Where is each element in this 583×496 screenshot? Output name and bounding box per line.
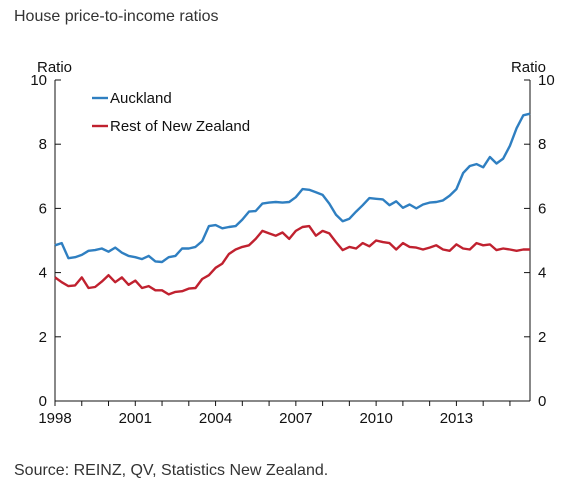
chart-title: House price-to-income ratios xyxy=(14,8,219,25)
x-tick-label: 2013 xyxy=(440,410,473,427)
y-tick-label-left: 4 xyxy=(39,265,47,282)
series-line-auckland xyxy=(54,112,531,264)
y-axis-title-left: Ratio xyxy=(37,59,72,76)
line-chart: 0 0 2 2 4 4 6 6 8 8 10 10 1998 2001 2004 2007 2010 2013 Ra… xyxy=(30,59,554,427)
y-tick-label-right: 10 xyxy=(538,72,555,89)
source-note: Source: REINZ, QV, Statistics New Zealan… xyxy=(14,462,329,479)
series-layer xyxy=(54,112,531,296)
y-tick-label-left: 8 xyxy=(39,136,47,153)
y-tick-label-right: 2 xyxy=(538,329,546,346)
legend-label-auckland: Auckland xyxy=(110,90,172,107)
y-tick-label-left: 10 xyxy=(30,72,47,89)
x-tick-label: 2007 xyxy=(279,410,312,427)
axes: 0 0 2 2 4 4 6 6 8 8 10 10 1998 2001 2004 2007 2010 2013 Ra… xyxy=(30,59,554,427)
legend-label-rest-of-nz: Rest of New Zealand xyxy=(110,118,250,135)
x-tick-label: 2001 xyxy=(119,410,152,427)
y-tick-label-right: 4 xyxy=(538,265,546,282)
legend: Auckland Rest of New Zealand xyxy=(92,90,250,135)
x-tick-label: 2004 xyxy=(199,410,232,427)
series-line-rest-of-nz xyxy=(54,224,530,296)
y-tick-label-right: 0 xyxy=(538,393,546,410)
y-tick-label-left: 2 xyxy=(39,329,47,346)
y-tick-label-left: 0 xyxy=(39,393,47,410)
x-tick-label: 2010 xyxy=(359,410,392,427)
y-tick-label-left: 6 xyxy=(39,200,47,217)
y-tick-label-right: 6 xyxy=(538,200,546,217)
y-axis-title-right: Ratio xyxy=(511,59,546,76)
y-tick-label-right: 8 xyxy=(538,136,546,153)
x-tick-label: 1998 xyxy=(38,410,71,427)
